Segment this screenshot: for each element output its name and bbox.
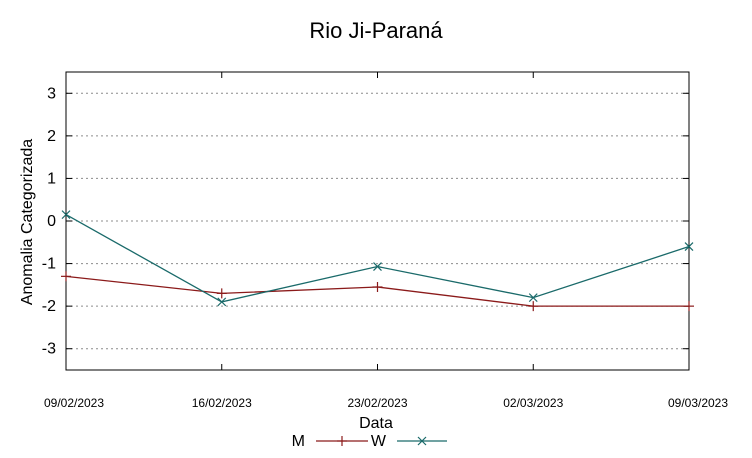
marker-w-b bbox=[373, 262, 382, 271]
data-point-m bbox=[61, 271, 71, 282]
marker-w-b bbox=[61, 210, 71, 220]
y-tick-label: 0 bbox=[47, 213, 56, 230]
data-point-m bbox=[684, 301, 694, 312]
y-tick-label: 2 bbox=[47, 128, 56, 145]
y-tick-label: -3 bbox=[42, 341, 56, 358]
x-axis: 09/02/2023 16/02/2023 23/02/2023 02/03/2023… bbox=[44, 72, 728, 410]
legend: M W bbox=[292, 433, 447, 450]
gridlines bbox=[66, 92, 689, 350]
y-tick-label: 1 bbox=[47, 170, 56, 187]
data-point-w bbox=[373, 262, 382, 271]
series-w bbox=[61, 210, 694, 307]
legend-marker-m bbox=[337, 436, 347, 446]
y-tick-label: -1 bbox=[42, 256, 56, 273]
marker-w-b bbox=[217, 297, 227, 307]
marker-w-b bbox=[528, 293, 538, 303]
y-axis-label: Anomalia Categorizada bbox=[19, 139, 36, 305]
series-m bbox=[61, 271, 694, 312]
x-tick-label: 09/03/2023 bbox=[668, 396, 728, 410]
data-point-m bbox=[216, 288, 227, 299]
legend-label-m: M bbox=[292, 433, 305, 450]
x-tick-label: 02/03/2023 bbox=[503, 396, 563, 410]
data-point-m bbox=[372, 281, 383, 292]
data-point-w bbox=[684, 242, 694, 251]
legend-label-w: W bbox=[371, 433, 387, 450]
x-tick-label: 16/02/2023 bbox=[192, 396, 252, 410]
data-point-w bbox=[217, 297, 227, 307]
x-tick-label: 09/02/2023 bbox=[44, 396, 104, 410]
x-axis-label: Data bbox=[359, 415, 393, 432]
y-tick-label: 3 bbox=[47, 85, 56, 102]
x-tick-label: 23/02/2023 bbox=[347, 396, 407, 410]
data-point-m bbox=[528, 301, 539, 312]
marker-w-b bbox=[684, 242, 694, 251]
y-tick-label: -2 bbox=[42, 298, 56, 315]
chart-title: Rio Ji-Paraná bbox=[309, 18, 443, 43]
data-point-w bbox=[528, 293, 538, 303]
y-axis: 3 2 1 0 -1 -2 -3 bbox=[42, 85, 689, 358]
legend-marker-w bbox=[417, 436, 427, 446]
legend-marker-w-b bbox=[417, 436, 427, 446]
series-layer bbox=[61, 210, 694, 312]
data-point-w bbox=[61, 210, 71, 220]
